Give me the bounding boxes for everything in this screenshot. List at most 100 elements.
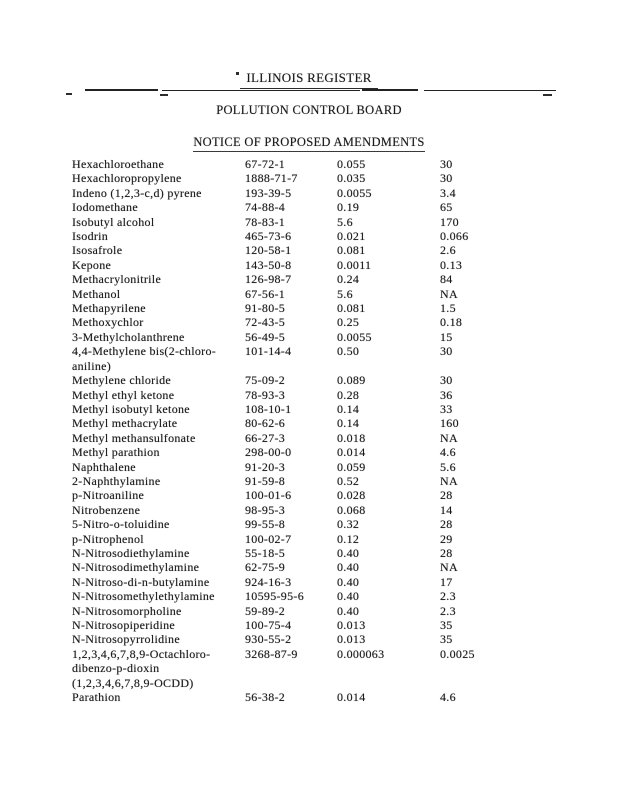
- table-row: Methyl methansulfonate 66-27-3 0.018 NA: [72, 431, 592, 445]
- table-row: p-Nitroaniline 100-01-6 0.028 28: [72, 488, 592, 502]
- chemical-name-cell: 4,4-Methylene bis(2-chloro-aniline): [72, 344, 245, 373]
- chemical-name-line: (1,2,3,4,6,7,8,9-OCDD): [72, 675, 194, 690]
- chemical-name-line: p-Nitrophenol: [72, 531, 144, 546]
- value1-cell: 0.014: [337, 690, 366, 705]
- cas-number-cell: 100-01-6: [245, 488, 292, 503]
- chemical-name-line: Kepone: [72, 257, 112, 272]
- chemical-name-cell: Nitrobenzene: [72, 503, 245, 517]
- chemical-name-cell: Methyl ethyl ketone: [72, 388, 245, 402]
- value1-cell: 0.24: [337, 272, 360, 287]
- register-title-text: ILLINOIS REGISTER: [240, 70, 378, 89]
- cas-number-cell: 66-27-3: [245, 430, 286, 445]
- cas-number-cell: 67-72-1: [245, 157, 286, 171]
- cas-number-cell: 75-09-2: [245, 373, 286, 388]
- chemical-name-cell: Methylene chloride: [72, 373, 245, 387]
- chemical-name-line: 1,2,3,4,6,7,8,9-Octachloro-: [72, 646, 211, 661]
- cas-number-cell: 91-59-8: [245, 473, 286, 488]
- chemical-name-cell: Isodrin: [72, 229, 245, 243]
- chemical-name-line: N-Nitrosomorpholine: [72, 603, 182, 618]
- chemical-name-cell: Methyl isobutyl ketone: [72, 402, 245, 416]
- value2-cell: 0.066: [440, 229, 469, 244]
- value2-cell: 160: [440, 416, 459, 431]
- header-rule-segment: [85, 89, 158, 91]
- table-row: N-Nitrosomorpholine 59-89-2 0.40 2.3: [72, 604, 592, 618]
- value1-cell: 0.0055: [337, 185, 372, 200]
- cas-number-cell: 78-83-1: [245, 214, 286, 229]
- chemical-name-line: Hexachloroethane: [72, 157, 165, 171]
- table-row: Nitrobenzene 98-95-3 0.068 14: [72, 503, 592, 517]
- chemical-name-line: 4,4-Methylene bis(2-chloro-: [72, 344, 217, 359]
- chemical-name-cell: p-Nitrophenol: [72, 532, 245, 546]
- scan-speck: [66, 93, 72, 95]
- cas-number-cell: 56-38-2: [245, 690, 286, 705]
- value1-cell: 0.40: [337, 574, 360, 589]
- cas-number-cell: 193-39-5: [245, 185, 292, 200]
- notice-title-text: NOTICE OF PROPOSED AMENDMENTS: [193, 135, 425, 152]
- cas-number-cell: 924-16-3: [245, 574, 292, 589]
- table-row: Methyl parathion 298-00-0 0.014 4.6: [72, 445, 592, 459]
- value1-cell: 0.089: [337, 373, 366, 388]
- value1-cell: 0.50: [337, 344, 360, 359]
- cas-number-cell: 59-89-2: [245, 603, 286, 618]
- chemical-name-cell: Isosafrole: [72, 243, 245, 257]
- chemical-name-line: Methoxychlor: [72, 315, 144, 330]
- chemical-name-cell: Naphthalene: [72, 460, 245, 474]
- chemical-name-line: N-Nitroso-di-n-butylamine: [72, 574, 210, 589]
- cas-number-cell: 3268-87-9: [245, 646, 298, 661]
- chemical-name-cell: Isobutyl alcohol: [72, 215, 245, 229]
- chemical-name-cell: N-Nitrosopyrrolidine: [72, 632, 245, 646]
- notice-title: NOTICE OF PROPOSED AMENDMENTS: [0, 135, 618, 152]
- chemical-name-cell: 5-Nitro-o-toluidine: [72, 517, 245, 531]
- chemical-name-cell: Methapyrilene: [72, 301, 245, 315]
- value2-cell: 28: [440, 517, 453, 532]
- value1-cell: 0.28: [337, 387, 360, 402]
- chemical-name-cell: Kepone: [72, 258, 245, 272]
- chemical-name-cell: N-Nitroso-di-n-butylamine: [72, 575, 245, 589]
- chemical-name-cell: 2-Naphthylamine: [72, 474, 245, 488]
- value2-cell: 14: [440, 502, 453, 517]
- chemical-name-line: N-Nitrosomethylethylamine: [72, 589, 215, 604]
- chemical-name-line: Nitrobenzene: [72, 502, 141, 517]
- chemical-name-cell: Hexachloroethane: [72, 157, 245, 171]
- value1-cell: 0.081: [337, 301, 366, 316]
- chemical-name-line: Indeno (1,2,3-c,d) pyrene: [72, 185, 202, 200]
- cas-number-cell: 80-62-6: [245, 416, 286, 431]
- value1-cell: 0.059: [337, 459, 366, 474]
- value2-cell: 30: [440, 373, 453, 388]
- value2-cell: 2.3: [440, 589, 456, 604]
- table-row: N-Nitrosodimethylamine 62-75-9 0.40 NA: [72, 560, 592, 574]
- chemical-name-line: Methacrylonitrile: [72, 272, 162, 287]
- chemical-name-line: Iodomethane: [72, 200, 138, 215]
- cas-number-cell: 298-00-0: [245, 445, 292, 460]
- chemical-name-cell: Parathion: [72, 690, 245, 704]
- chemical-name-cell: p-Nitroaniline: [72, 488, 245, 502]
- cas-number-cell: 56-49-5: [245, 329, 286, 344]
- value1-cell: 0.013: [337, 618, 366, 632]
- cas-number-cell: 74-88-4: [245, 200, 286, 215]
- chemical-name-line: Parathion: [72, 690, 121, 705]
- chemical-name-cell: N-Nitrosodimethylamine: [72, 560, 245, 574]
- table-row: Kepone 143-50-8 0.0011 0.13: [72, 258, 592, 272]
- value1-cell: 0.055: [337, 157, 366, 171]
- scan-speck: [543, 94, 552, 96]
- cas-number-cell: 91-80-5: [245, 301, 286, 316]
- cas-number-cell: 72-43-5: [245, 315, 286, 330]
- value1-cell: 0.14: [337, 401, 360, 416]
- cas-number-cell: 99-55-8: [245, 517, 286, 532]
- value2-cell: 170: [440, 214, 459, 229]
- value1-cell: 0.19: [337, 200, 360, 215]
- chemical-name-line: Hexachloropropylene: [72, 171, 182, 186]
- table-row: Hexachloroethane 67-72-1 0.055 30: [72, 157, 592, 171]
- value1-cell: 0.40: [337, 589, 360, 604]
- table-row: Methylene chloride 75-09-2 0.089 30: [72, 373, 592, 387]
- value1-cell: 0.52: [337, 473, 360, 488]
- value1-cell: 0.0055: [337, 329, 372, 344]
- value2-cell: 28: [440, 488, 453, 503]
- value1-cell: 0.035: [337, 171, 366, 186]
- value2-cell: 2.6: [440, 243, 456, 258]
- value2-cell: 4.6: [440, 690, 456, 705]
- value1-cell: 0.40: [337, 603, 360, 618]
- register-title: ILLINOIS REGISTER: [0, 70, 618, 89]
- table-row: N-Nitrosopiperidine 100-75-4 0.013 35: [72, 618, 592, 632]
